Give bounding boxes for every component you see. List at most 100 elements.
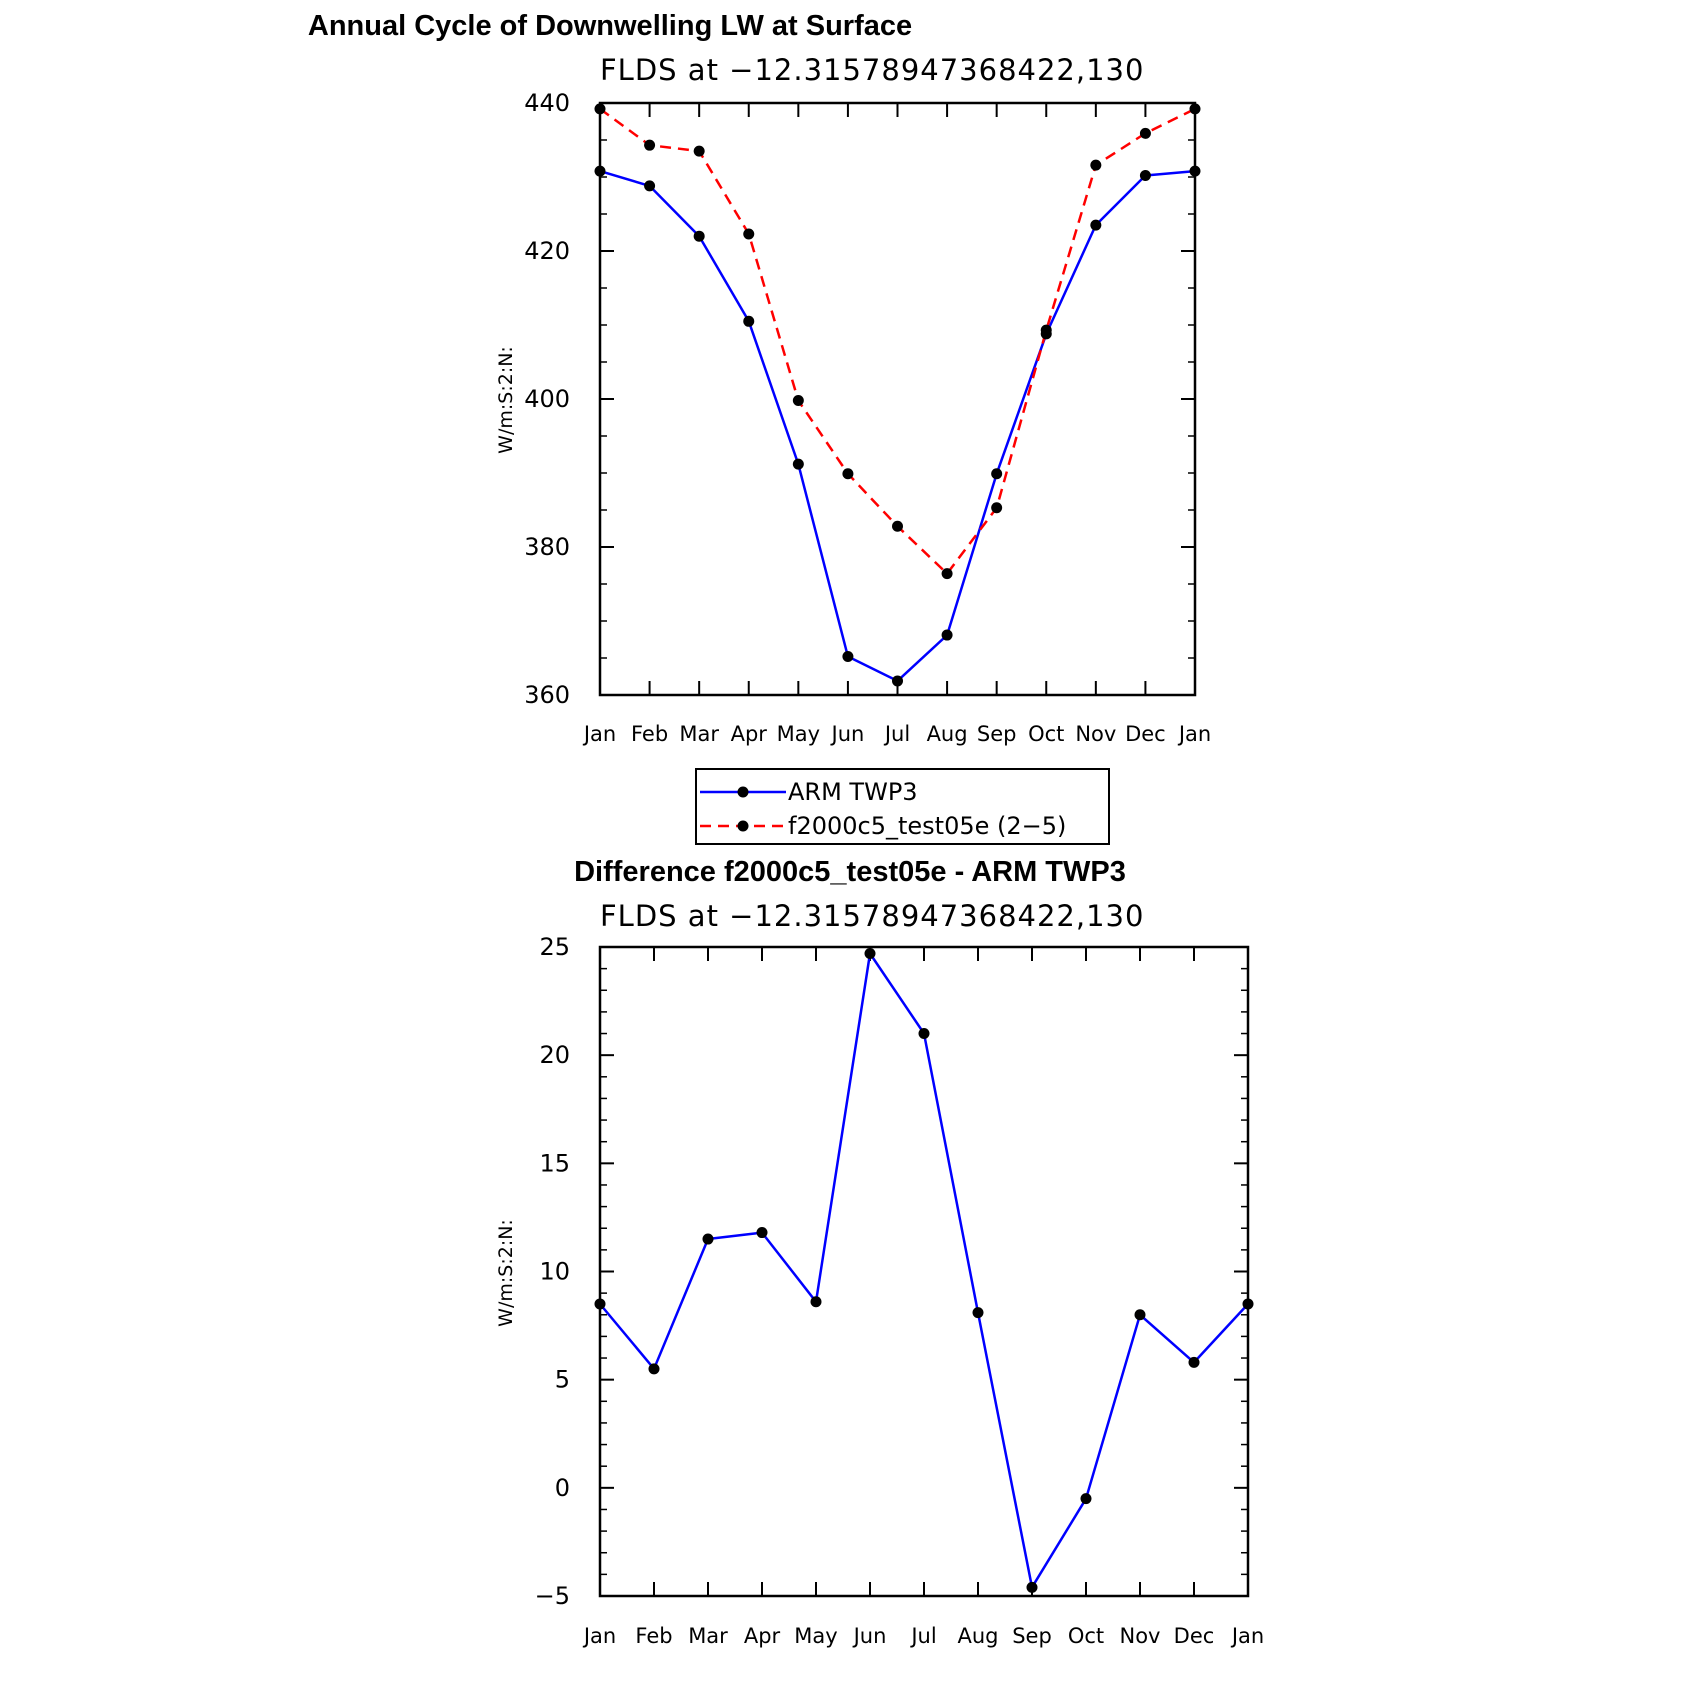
bottom-series-1-point: [1080, 1493, 1092, 1505]
top-series-2-point: [941, 568, 953, 580]
top-ytick-label: 420: [524, 237, 570, 265]
top-series-2-point: [644, 139, 656, 151]
top-series-line-2: [599, 107, 1196, 575]
top-xtick-label: Oct: [1028, 722, 1064, 746]
top-chart-axes: Jan Feb Mar Apr May Jun Jul Aug Sep Oct Nov Dec Jan 3…: [524, 89, 1211, 746]
top-ytick-label: 440: [524, 89, 570, 117]
legend: ARM TWP3 f2000c5_test05e (2−5): [695, 768, 1110, 845]
bottom-series-1-point: [810, 1296, 822, 1308]
top-chart-series: [594, 103, 1201, 687]
legend-label-f2000c5: f2000c5_test05e (2−5): [788, 812, 1066, 840]
top-series-1-point: [1090, 219, 1102, 231]
top-series-1-point: [842, 651, 854, 663]
legend-marker-arm-twp3: [737, 786, 749, 798]
bottom-ytick-label: 10: [539, 1258, 570, 1286]
top-plot-frame: [598, 101, 1197, 697]
top-series-1-point: [693, 230, 705, 242]
legend-box: [695, 768, 1110, 845]
bottom-plot-frame: [598, 945, 1250, 1598]
top-series-1-point: [892, 675, 903, 687]
top-series-1-point: [1139, 170, 1151, 182]
top-series-2-point: [792, 394, 804, 406]
top-series-1-point: [1189, 165, 1201, 177]
top-series-2-point: [991, 502, 1003, 514]
bottom-xtick-label: Jul: [909, 1624, 936, 1648]
bottom-series-1-point: [648, 1363, 660, 1375]
top-series-2-point: [743, 228, 755, 240]
top-chart-title: Annual Cycle of Downwelling LW at Surfac…: [308, 10, 912, 42]
top-series-1-point: [991, 468, 1003, 480]
bottom-xtick-label: Nov: [1120, 1624, 1161, 1648]
top-xtick-label: Nov: [1075, 722, 1116, 746]
bottom-chart-ylabel: W/m:S:2:N:: [495, 1219, 517, 1327]
bottom-series-1-point: [1134, 1309, 1146, 1321]
bottom-chart-series: [594, 947, 1254, 1593]
top-xtick-label: Jan: [582, 722, 616, 746]
bottom-series-1-point: [918, 1028, 930, 1040]
top-series-2-point: [1139, 127, 1151, 139]
bottom-series-1-point: [1026, 1581, 1038, 1593]
difference-chart: Difference f2000c5_test05e - ARM TWP3 FL…: [495, 856, 1264, 1648]
top-series-2-point: [1040, 324, 1052, 336]
top-series-1-point: [792, 458, 804, 470]
top-series-1-point: [644, 180, 656, 192]
top-series-2-point: [693, 145, 705, 157]
top-series-2-point: [594, 103, 606, 115]
bottom-series-1-point: [594, 1298, 606, 1310]
bottom-series-1-point: [864, 947, 876, 959]
bottom-ytick-label: 20: [539, 1041, 570, 1069]
bottom-ytick-label: −5: [535, 1582, 570, 1610]
top-xtick-label: Apr: [731, 722, 768, 746]
bottom-series-1-point: [702, 1233, 714, 1245]
top-xtick-label: Jul: [883, 722, 910, 746]
top-series-2-point: [1189, 103, 1201, 115]
top-xtick-label: Jun: [830, 722, 865, 746]
top-ytick-label: 380: [524, 533, 570, 561]
top-xtick-label: Aug: [927, 722, 968, 746]
bottom-ytick-label: 15: [539, 1149, 570, 1177]
top-xtick-label: Dec: [1125, 722, 1166, 746]
top-chart-subtitle: FLDS at −12.31578947368422,130: [600, 53, 1144, 87]
bottom-xtick-label: Jan: [1230, 1624, 1264, 1648]
top-xtick-label: Feb: [631, 722, 668, 746]
top-series-2-point: [892, 520, 903, 532]
bottom-ytick-label: 5: [555, 1366, 570, 1394]
top-xtick-label: Mar: [679, 722, 719, 746]
top-series-2-point: [842, 468, 854, 480]
bottom-series-1-point: [1242, 1298, 1254, 1310]
bottom-ytick-label: 0: [555, 1474, 570, 1502]
bottom-xtick-label: Oct: [1068, 1624, 1104, 1648]
top-xtick-label: Sep: [977, 722, 1017, 746]
bottom-chart-title: Difference f2000c5_test05e - ARM TWP3: [574, 856, 1126, 888]
top-ytick-label: 400: [524, 385, 570, 413]
top-series-1-point: [941, 629, 953, 641]
bottom-chart-axes: Jan Feb Mar Apr May Jun Jul Aug Sep Oct Nov Dec Jan−…: [535, 933, 1265, 1648]
bottom-xtick-label: Apr: [744, 1624, 781, 1648]
bottom-chart-subtitle: FLDS at −12.31578947368422,130: [600, 899, 1144, 933]
bottom-xtick-label: May: [794, 1624, 837, 1648]
bottom-ytick-label: 25: [539, 933, 570, 961]
top-ytick-label: 360: [524, 681, 570, 709]
top-xtick-label: Jan: [1177, 722, 1211, 746]
bottom-xtick-label: Jun: [852, 1624, 887, 1648]
top-series-1-point: [743, 315, 755, 327]
bottom-xtick-label: Mar: [688, 1624, 728, 1648]
bottom-xtick-label: Aug: [957, 1624, 998, 1648]
top-chart-ylabel: W/m:S:2:N:: [495, 346, 517, 454]
top-series-line-1: [599, 169, 1196, 683]
annual-cycle-chart: Annual Cycle of Downwelling LW at Surfac…: [308, 10, 1211, 746]
legend-label-arm-twp3: ARM TWP3: [788, 778, 918, 806]
top-series-1-point: [594, 165, 606, 177]
bottom-series-line-1: [599, 952, 1249, 1589]
bottom-series-1-point: [972, 1307, 984, 1319]
bottom-xtick-label: Feb: [635, 1624, 672, 1648]
bottom-xtick-label: Dec: [1174, 1624, 1215, 1648]
bottom-xtick-label: Jan: [582, 1624, 616, 1648]
top-xtick-label: May: [777, 722, 820, 746]
bottom-series-1-point: [1188, 1356, 1200, 1368]
bottom-xtick-label: Sep: [1012, 1624, 1052, 1648]
top-series-2-point: [1090, 159, 1102, 171]
bottom-series-1-point: [756, 1227, 768, 1239]
legend-marker-f2000c5: [737, 820, 749, 832]
